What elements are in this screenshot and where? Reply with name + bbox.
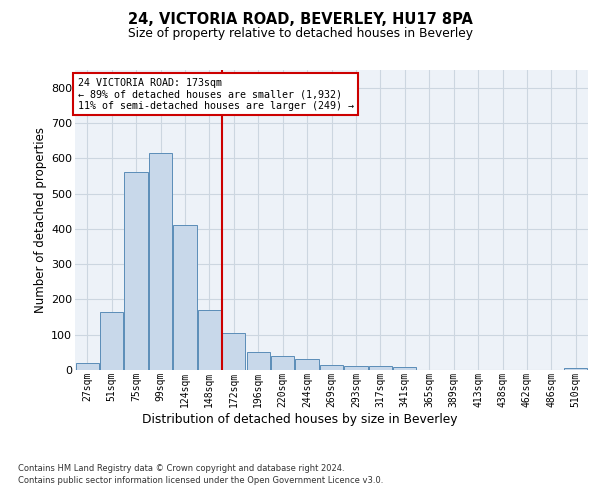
Text: 24, VICTORIA ROAD, BEVERLEY, HU17 8PA: 24, VICTORIA ROAD, BEVERLEY, HU17 8PA — [128, 12, 472, 28]
Text: Contains HM Land Registry data © Crown copyright and database right 2024.: Contains HM Land Registry data © Crown c… — [18, 464, 344, 473]
Bar — [247, 352, 270, 370]
Bar — [344, 366, 368, 370]
Y-axis label: Number of detached properties: Number of detached properties — [34, 127, 47, 313]
Text: Distribution of detached houses by size in Beverley: Distribution of detached houses by size … — [142, 412, 458, 426]
Text: Contains public sector information licensed under the Open Government Licence v3: Contains public sector information licen… — [18, 476, 383, 485]
Text: 24 VICTORIA ROAD: 173sqm
← 89% of detached houses are smaller (1,932)
11% of sem: 24 VICTORIA ROAD: 173sqm ← 89% of detach… — [77, 78, 353, 110]
Bar — [369, 366, 392, 370]
Bar — [76, 363, 99, 370]
Text: Size of property relative to detached houses in Beverley: Size of property relative to detached ho… — [128, 28, 473, 40]
Bar — [149, 153, 172, 370]
Bar — [320, 364, 343, 370]
Bar — [173, 224, 197, 370]
Bar — [124, 172, 148, 370]
Bar — [295, 360, 319, 370]
Bar — [100, 312, 123, 370]
Bar — [198, 310, 221, 370]
Bar — [271, 356, 294, 370]
Bar — [564, 368, 587, 370]
Bar — [393, 367, 416, 370]
Bar — [222, 333, 245, 370]
